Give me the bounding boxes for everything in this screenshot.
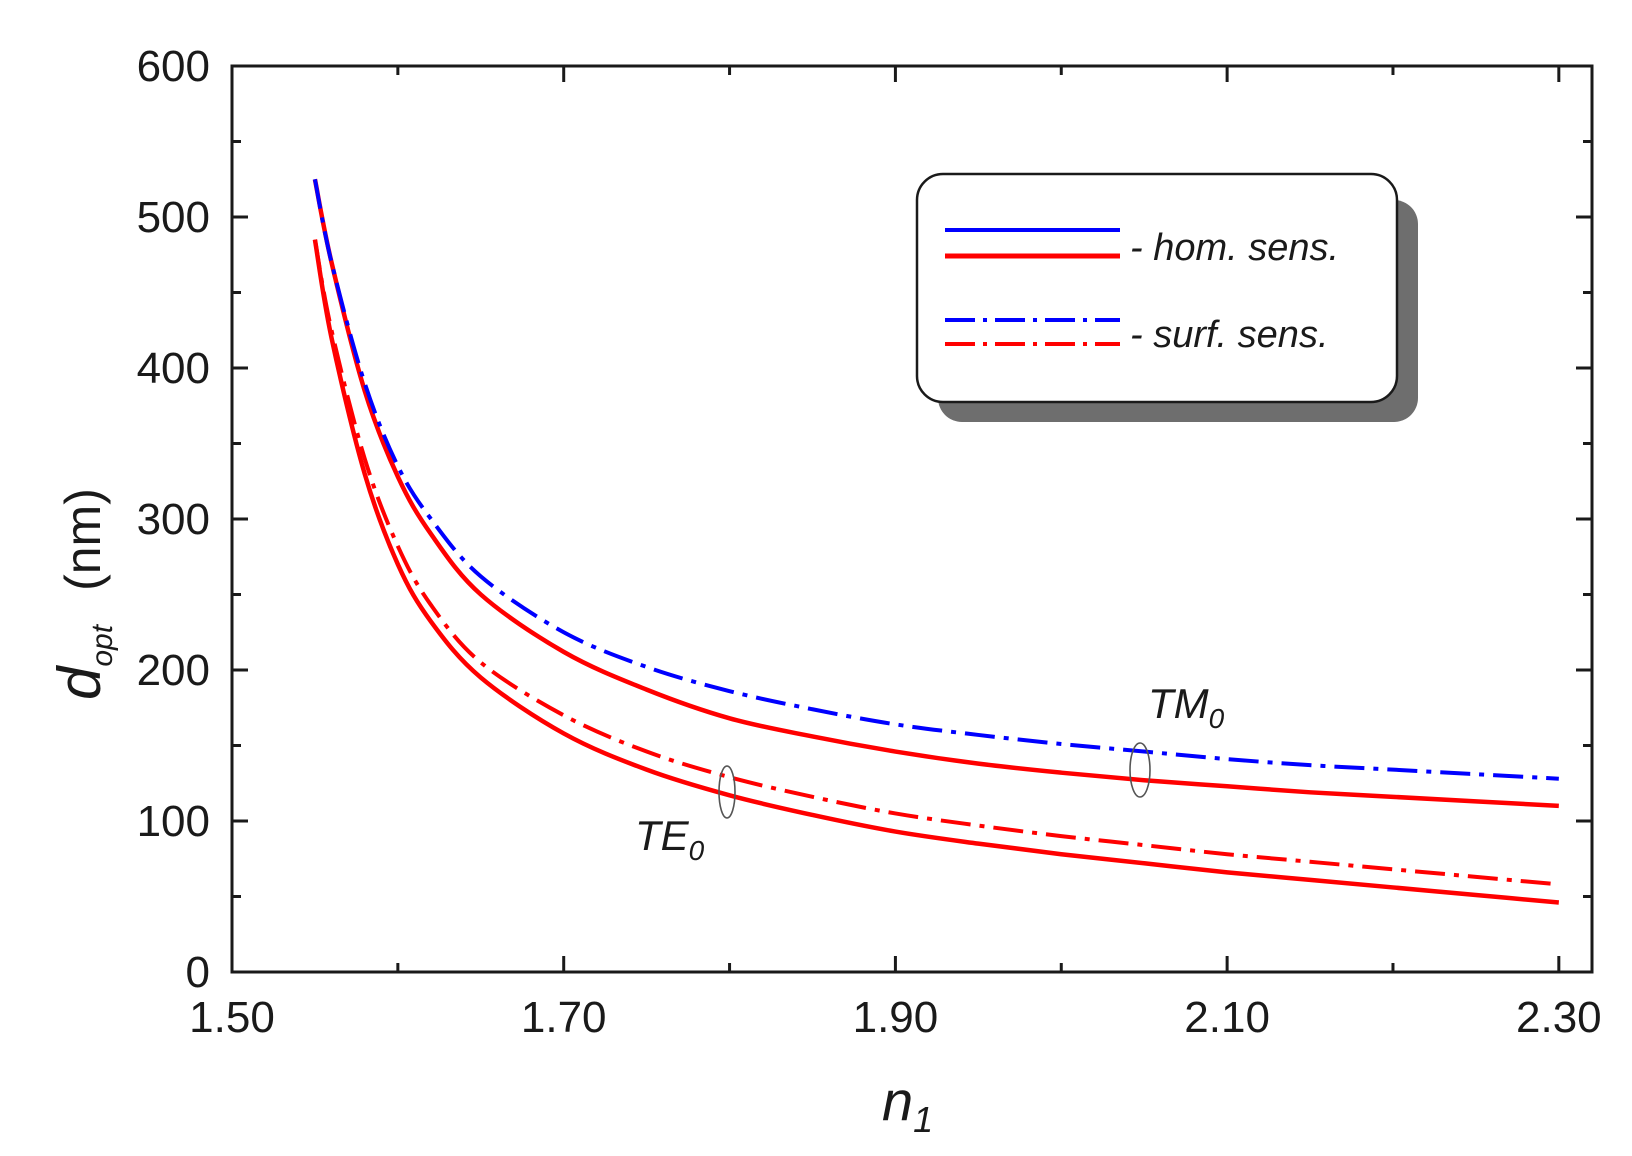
tm0-label-sub: 0 xyxy=(1209,703,1225,734)
y-tick-label: 100 xyxy=(137,797,210,846)
te0-label-main: TE xyxy=(635,812,690,859)
te0-hom-series xyxy=(312,239,1560,905)
tm0-hom-series xyxy=(312,178,1559,809)
y-axis-title-unit: (nm) xyxy=(55,488,111,591)
te0-surf-series xyxy=(312,239,1560,887)
y-tick-label: 500 xyxy=(137,193,210,242)
y-tick-label: 300 xyxy=(137,495,210,544)
legend-box xyxy=(915,172,1399,404)
te0-label: TE0 xyxy=(635,812,705,866)
x-tick-label: 1.90 xyxy=(853,993,939,1042)
tm0-label: TM0 xyxy=(1148,680,1225,734)
tm0-marker xyxy=(1129,742,1151,798)
y-tick-label: 200 xyxy=(137,646,210,695)
x-tick-label: 1.70 xyxy=(521,993,607,1042)
legend-surf-label: - surf. sens. xyxy=(1130,314,1329,356)
tick-layer: 1.50 1.70 1.90 2.10 2.30 0 100 200 300 400 500 600 xyxy=(137,42,1602,1042)
legend-hom-label: - hom. sens. xyxy=(1130,227,1339,269)
x-tick-label: 2.10 xyxy=(1184,993,1270,1042)
x-tick-label: 2.30 xyxy=(1516,993,1602,1042)
y-axis-title-sub: opt xyxy=(86,623,119,666)
y-axis-title-main: d xyxy=(46,665,113,700)
tm0-label-main: TM xyxy=(1148,680,1209,727)
series-layer xyxy=(312,178,1560,905)
x-axis-title: n1 xyxy=(882,1069,933,1140)
x-axis-title-main: n xyxy=(882,1069,913,1132)
y-axis-title: dopt (nm) xyxy=(46,488,119,700)
y-tick-label: 400 xyxy=(137,344,210,393)
x-axis-title-sub: 1 xyxy=(913,1099,933,1140)
te0-marker xyxy=(718,765,736,819)
y-axis-title-text: dopt (nm) xyxy=(46,488,119,700)
tm0-surf-series xyxy=(312,178,1559,781)
y-tick-label: 600 xyxy=(137,42,210,91)
te0-label-sub: 0 xyxy=(689,835,705,866)
x-tick-label: 1.50 xyxy=(189,993,275,1042)
y-tick-label: 0 xyxy=(186,948,210,997)
